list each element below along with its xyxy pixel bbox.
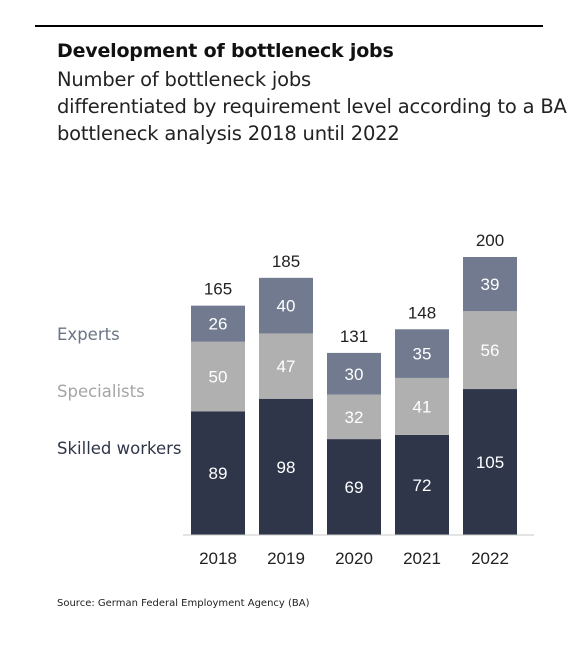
bar-segment-2019-specialists <box>259 333 313 399</box>
bar-segment-2020-skilled-workers <box>327 439 381 535</box>
bar-value-label: 40 <box>277 297 296 316</box>
bar-segment-2020-specialists <box>327 394 381 440</box>
bar-segment-2021-experts <box>395 329 449 378</box>
bar-value-label: 50 <box>209 368 228 387</box>
legend-label-skilled-workers: Skilled workers <box>57 439 182 458</box>
bar-total-label: 185 <box>272 252 300 271</box>
bar-value-label: 32 <box>345 408 364 427</box>
bar-segment-2019-experts <box>259 277 313 334</box>
bar-segment-2022-experts <box>463 257 517 312</box>
x-tick-label: 2019 <box>267 549 305 568</box>
x-tick-label: 2021 <box>403 549 441 568</box>
subtitle-line-2: differentiated by requirement level acco… <box>57 95 567 118</box>
bar-total-label: 148 <box>408 303 436 322</box>
bar-value-label: 41 <box>413 397 432 416</box>
bar-segment-2018-skilled-workers <box>191 411 245 535</box>
subtitle-line-1: Number of bottleneck jobs <box>57 68 311 91</box>
bar-segment-2022-skilled-workers <box>463 389 517 535</box>
bar-segment-2018-specialists <box>191 341 245 412</box>
bar-value-label: 69 <box>345 478 364 497</box>
chart-title: Development of bottleneck jobs <box>57 40 394 62</box>
bar-value-label: 98 <box>277 458 296 477</box>
bar-segment-2021-specialists <box>395 377 449 435</box>
bar-value-label: 72 <box>413 476 432 495</box>
bar-segment-2022-specialists <box>463 311 517 390</box>
bar-value-label: 35 <box>413 345 432 364</box>
x-tick-label: 2022 <box>471 549 509 568</box>
bar-value-label: 105 <box>476 453 504 472</box>
bar-segment-2021-skilled-workers <box>395 434 449 535</box>
top-rule <box>35 25 543 27</box>
bar-total-label: 200 <box>476 231 504 250</box>
subtitle-line-3: bottleneck analysis 2018 until 2022 <box>57 122 400 145</box>
legend-label-experts: Experts <box>57 325 120 344</box>
bar-total-label: 131 <box>340 327 368 346</box>
bar-segment-2020-experts <box>327 352 381 395</box>
bar-segment-2018-experts <box>191 305 245 342</box>
legend-label-specialists: Specialists <box>57 382 145 401</box>
bar-total-label: 165 <box>204 280 232 299</box>
x-tick-label: 2018 <box>199 549 237 568</box>
bar-value-label: 30 <box>345 365 364 384</box>
bar-value-label: 47 <box>277 357 296 376</box>
bar-value-label: 89 <box>209 464 228 483</box>
bar-segment-2019-skilled-workers <box>259 398 313 535</box>
bar-value-label: 39 <box>481 275 500 294</box>
source-note: Source: German Federal Employment Agency… <box>57 598 310 609</box>
bar-value-label: 56 <box>481 341 500 360</box>
chart-subtitle: Number of bottleneck jobs differentiated… <box>57 66 567 147</box>
x-tick-label: 2020 <box>335 549 373 568</box>
bar-value-label: 26 <box>209 315 228 334</box>
